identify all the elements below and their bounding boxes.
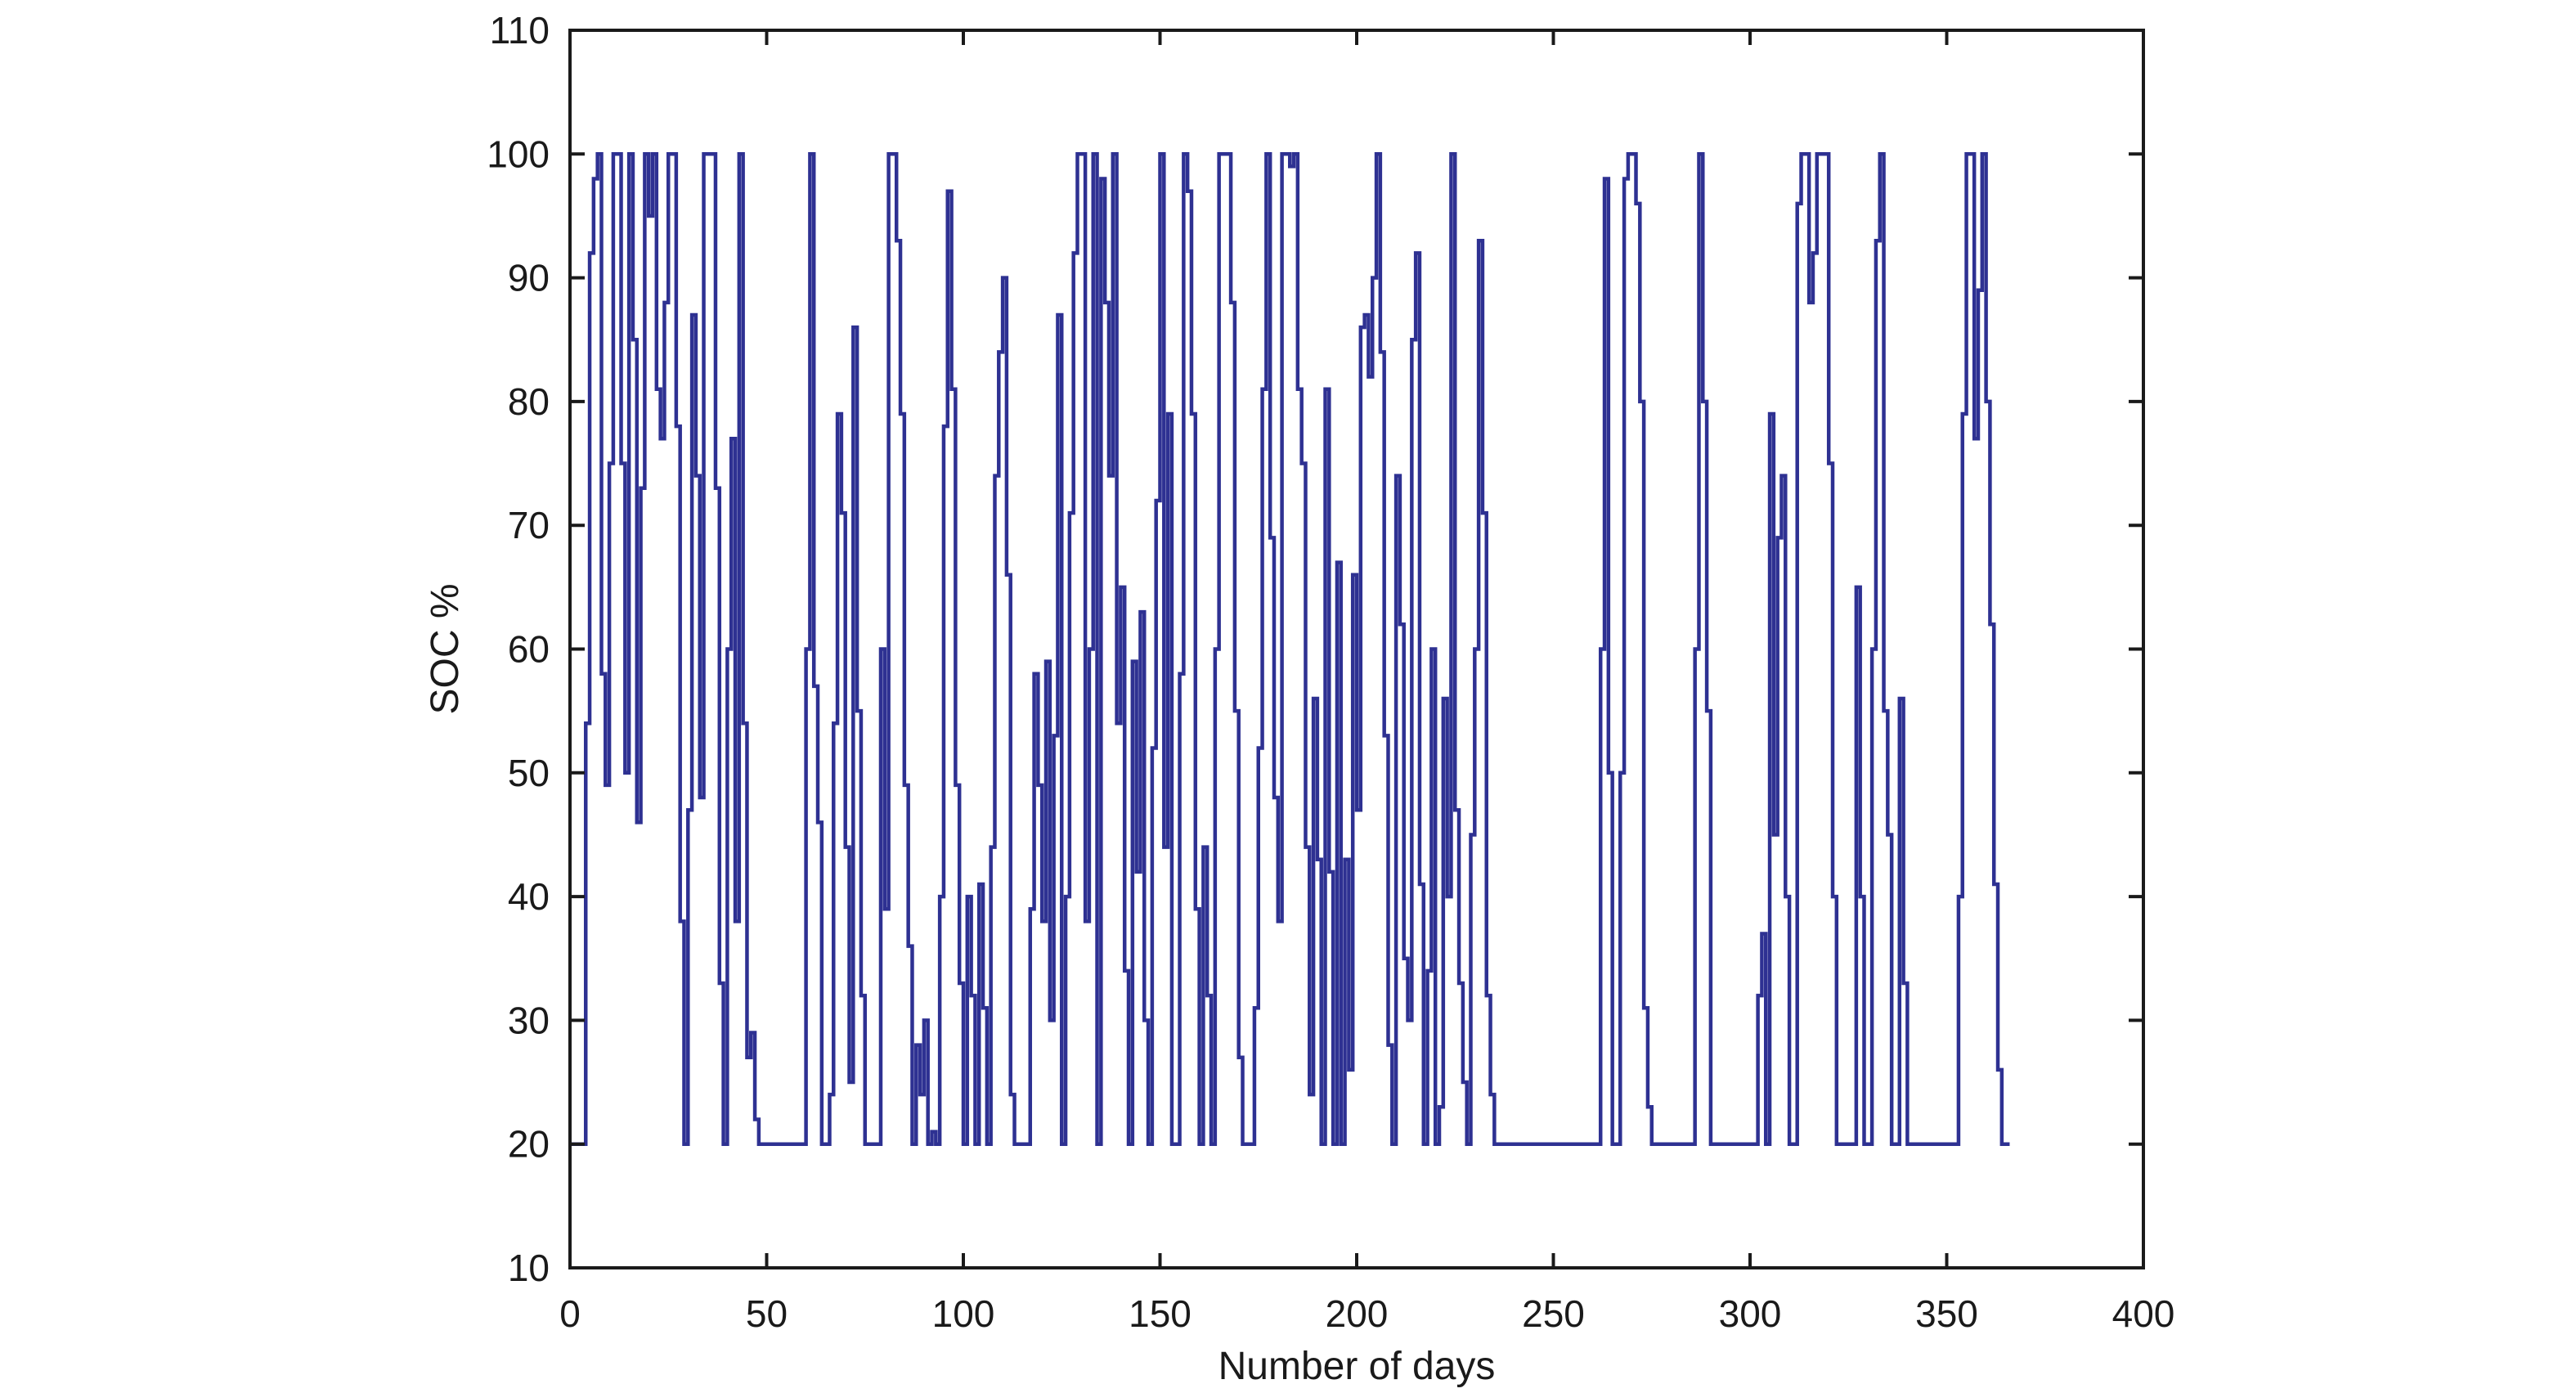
x-axis-label: Number of days (1218, 1345, 1496, 1388)
axes-frame (568, 29, 2145, 1269)
y-tick-label: 70 (508, 504, 550, 546)
x-tick-label: 50 (746, 1292, 788, 1335)
soc-series-line (570, 152, 2010, 1146)
y-tick-label: 20 (508, 1123, 550, 1166)
x-tick-label: 100 (932, 1292, 995, 1335)
y-tick-label: 100 (487, 133, 550, 175)
x-tick-label: 250 (1522, 1292, 1585, 1335)
x-tick-label: 150 (1129, 1292, 1192, 1335)
x-tick-label: 350 (1915, 1292, 1978, 1335)
y-tick-label: 80 (508, 380, 550, 423)
x-tick-label: 400 (2112, 1292, 2175, 1335)
axis-ticks: 0 50 100 150 200 250 300 350 400 10 20 30 40 50 60 70 80… (487, 9, 2174, 1335)
y-axis-label: SOC % (424, 583, 467, 714)
x-tick-label: 200 (1326, 1292, 1389, 1335)
y-tick-label: 90 (508, 257, 550, 299)
y-tick-label: 60 (508, 628, 550, 671)
y-tick-label: 40 (508, 875, 550, 918)
plot-area (570, 152, 2010, 1146)
y-tick-label: 30 (508, 999, 550, 1041)
y-tick-label: 110 (490, 9, 550, 52)
x-tick-label: 300 (1719, 1292, 1782, 1335)
y-tick-label: 50 (508, 752, 550, 794)
x-tick-label: 0 (559, 1292, 581, 1335)
y-tick-label: 10 (508, 1247, 550, 1289)
